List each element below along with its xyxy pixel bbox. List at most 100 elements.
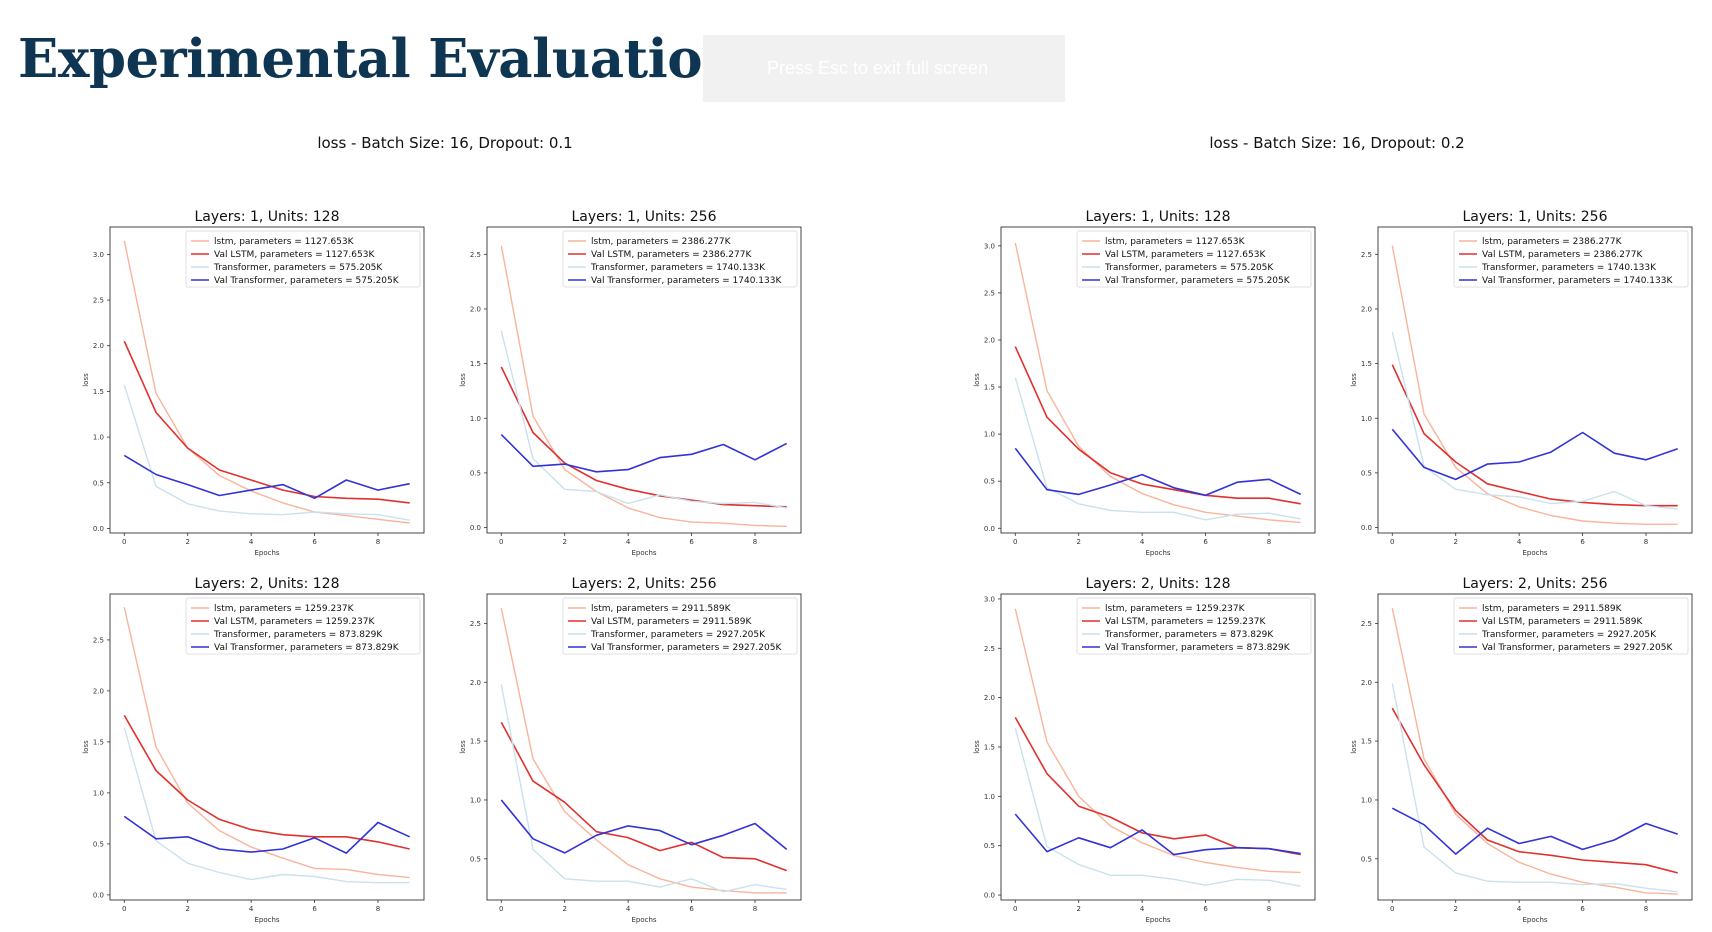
legend-label: Val LSTM, parameters = 1127.653K: [1105, 250, 1266, 260]
x-tick-label: 2: [1453, 905, 1457, 913]
x-axis-label: Epochs: [631, 916, 656, 924]
x-tick-label: 6: [1580, 538, 1585, 546]
series-line-lstm: [500, 245, 787, 528]
y-tick-label: 0.5: [470, 855, 481, 863]
y-tick-label: 0.5: [1361, 855, 1372, 863]
legend-box: [1076, 230, 1312, 288]
x-axis-label: Epochs: [254, 916, 279, 924]
y-tick-label: 2.5: [1361, 251, 1372, 259]
group-title-dropout-0-1: loss - Batch Size: 16, Dropout: 0.1: [317, 134, 573, 152]
x-tick-label: 2: [1453, 538, 1457, 546]
legend-label: Transformer, parameters = 2927.205K: [590, 630, 766, 640]
y-tick-label: 1.0: [1361, 796, 1372, 804]
chart-title: Layers: 1, Units: 256: [1463, 209, 1608, 225]
x-axis-label: Epochs: [1522, 916, 1547, 924]
series-line-transformer: [1391, 331, 1678, 510]
x-tick-label: 6: [312, 905, 317, 913]
y-tick-label: 3.0: [984, 242, 995, 250]
y-tick-label: 2.0: [984, 336, 995, 344]
x-tick-label: 0: [1013, 538, 1017, 546]
series-line-val-lstm: [1391, 364, 1678, 507]
legend-label: lstm, parameters = 1259.237K: [1105, 604, 1246, 614]
legend-box: [1453, 597, 1689, 655]
chart-title: Layers: 2, Units: 128: [1086, 576, 1231, 592]
series-line-transformer: [1014, 377, 1301, 521]
x-tick-label: 2: [185, 538, 189, 546]
x-tick-label: 8: [376, 538, 380, 546]
x-tick-label: 0: [499, 538, 503, 546]
y-tick-label: 1.0: [93, 789, 104, 797]
x-axis-label: Epochs: [1145, 549, 1170, 557]
x-tick-label: 6: [689, 538, 694, 546]
y-axis-label: loss: [973, 373, 981, 387]
x-tick-label: 0: [499, 905, 503, 913]
y-axis-label: loss: [973, 740, 981, 754]
x-tick-label: 0: [1390, 905, 1394, 913]
series-line-transformer: [500, 684, 787, 893]
legend-label: Val Transformer, parameters = 575.205K: [1105, 276, 1291, 286]
chart-8-layers-2-units-256: Layers: 2, Units: 256 0.5 1.0 1.5 2.0 2.5 0 2 4 6…: [1350, 576, 1693, 924]
chart-title: Layers: 2, Units: 256: [572, 576, 717, 592]
y-tick-label: 2.0: [93, 687, 104, 695]
y-tick-label: 1.0: [470, 796, 481, 804]
chart-1-layers-1-units-128: Layers: 1, Units: 128 0.0 0.5 1.0 1.5 2.0 2.5 3…: [82, 209, 425, 557]
y-axis-label: loss: [82, 373, 90, 387]
legend-label: lstm, parameters = 1259.237K: [214, 604, 355, 614]
legend-label: Val Transformer, parameters = 1740.133K: [1482, 276, 1673, 286]
legend-label: Val Transformer, parameters = 873.829K: [214, 643, 400, 653]
y-tick-label: 1.5: [984, 744, 995, 752]
x-tick-label: 8: [753, 538, 757, 546]
legend-label: Transformer, parameters = 873.829K: [213, 630, 383, 640]
series-line-lstm: [1014, 608, 1301, 874]
legend-label: Val LSTM, parameters = 2911.589K: [591, 617, 752, 627]
y-tick-label: 1.5: [93, 738, 104, 746]
series-line-lstm: [1391, 245, 1678, 525]
x-tick-label: 8: [1644, 538, 1648, 546]
x-tick-label: 0: [1013, 905, 1017, 913]
legend-label: Transformer, parameters = 1740.133K: [1481, 263, 1657, 273]
legend-label: Val LSTM, parameters = 2386.277K: [1482, 250, 1643, 260]
x-tick-label: 6: [1203, 538, 1208, 546]
series-line-val-transformer: [1391, 428, 1678, 481]
x-tick-label: 2: [1076, 538, 1080, 546]
x-tick-label: 4: [1517, 905, 1522, 913]
series-line-val-lstm: [500, 721, 787, 872]
legend-label: lstm, parameters = 1127.653K: [214, 237, 355, 247]
x-tick-label: 8: [1267, 538, 1271, 546]
legend: lstm, parameters = 1127.653K Val LSTM, pa…: [1076, 230, 1312, 288]
y-tick-label: 1.5: [470, 360, 481, 368]
y-tick-label: 0.0: [93, 525, 104, 533]
series-line-val-transformer: [500, 799, 788, 854]
series-line-val-lstm: [1014, 346, 1301, 505]
x-tick-label: 0: [1390, 538, 1394, 546]
y-tick-label: 2.0: [1361, 305, 1372, 313]
chart-title: Layers: 2, Units: 256: [1463, 576, 1608, 592]
legend-label: Val LSTM, parameters = 1127.653K: [214, 250, 375, 260]
y-tick-label: 0.5: [93, 840, 104, 848]
y-tick-label: 1.5: [470, 738, 481, 746]
series-line-transformer: [123, 727, 410, 884]
y-tick-label: 2.5: [93, 636, 104, 644]
legend-label: Val Transformer, parameters = 1740.133K: [591, 276, 782, 286]
x-tick-label: 4: [249, 905, 254, 913]
series-line-val-transformer: [1014, 447, 1302, 497]
x-tick-label: 2: [562, 538, 566, 546]
y-tick-label: 2.5: [93, 297, 104, 305]
y-tick-label: 0.0: [470, 524, 481, 532]
series-line-lstm: [1014, 242, 1301, 524]
y-axis-label: loss: [459, 740, 467, 754]
y-tick-label: 2.0: [470, 679, 481, 687]
legend-box: [562, 597, 798, 655]
legend-label: Val LSTM, parameters = 1259.237K: [1105, 617, 1266, 627]
series-line-val-transformer: [1014, 813, 1301, 856]
y-tick-label: 0.5: [470, 469, 481, 477]
x-tick-label: 0: [122, 538, 126, 546]
y-tick-label: 2.5: [1361, 620, 1372, 628]
x-axis-label: Epochs: [1145, 916, 1170, 924]
x-tick-label: 2: [185, 905, 189, 913]
legend: lstm, parameters = 1259.237K Val LSTM, pa…: [185, 597, 421, 655]
legend-box: [1076, 597, 1312, 655]
legend-label: Transformer, parameters = 575.205K: [1104, 263, 1274, 273]
legend-label: Val Transformer, parameters = 2927.205K: [591, 643, 782, 653]
series-line-val-transformer: [500, 434, 788, 473]
